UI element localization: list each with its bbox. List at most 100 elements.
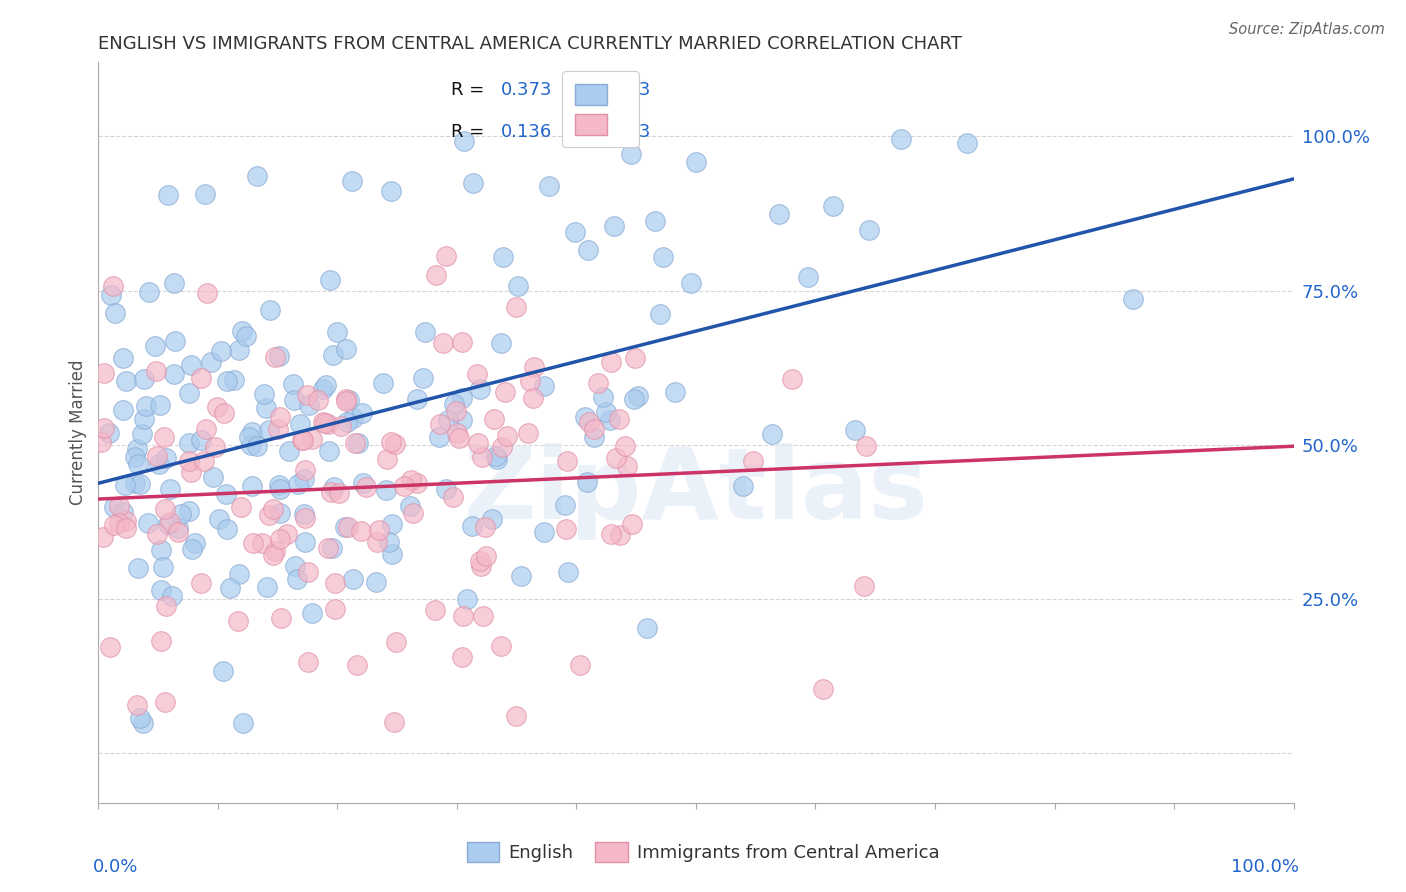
Point xyxy=(620,146,643,161)
Text: R =: R = xyxy=(451,123,484,141)
Point xyxy=(350,406,373,420)
Point xyxy=(494,384,516,399)
Point xyxy=(780,372,803,386)
Point xyxy=(614,117,637,131)
Point xyxy=(322,348,344,362)
Point xyxy=(190,576,212,591)
Point xyxy=(194,422,217,436)
Point xyxy=(599,526,621,541)
Point xyxy=(450,334,472,349)
Point xyxy=(375,483,398,497)
Point xyxy=(605,451,627,466)
Point xyxy=(451,391,474,405)
Text: 173: 173 xyxy=(616,81,650,99)
Point xyxy=(399,499,422,513)
Text: 0.0%: 0.0% xyxy=(93,858,138,876)
Point xyxy=(226,614,249,628)
Point xyxy=(489,639,512,653)
Point xyxy=(138,285,160,299)
Point xyxy=(681,277,703,291)
Point xyxy=(576,243,599,257)
Point xyxy=(150,633,173,648)
Point xyxy=(157,188,180,202)
Point xyxy=(127,457,149,471)
Point xyxy=(124,450,146,464)
Point xyxy=(378,534,401,549)
Point xyxy=(228,343,250,357)
Point xyxy=(254,401,277,416)
Point xyxy=(215,486,238,500)
Point xyxy=(262,548,284,562)
Point xyxy=(284,558,307,573)
Point xyxy=(319,272,342,286)
Point xyxy=(368,523,391,537)
Point xyxy=(443,397,465,411)
Point xyxy=(166,521,188,535)
Text: ZipAtlas: ZipAtlas xyxy=(464,443,928,541)
Point xyxy=(298,398,321,412)
Point xyxy=(496,429,519,443)
Point xyxy=(134,372,156,386)
Text: 0.136: 0.136 xyxy=(501,123,553,141)
Point xyxy=(652,251,675,265)
Point xyxy=(131,427,153,442)
Point xyxy=(292,433,315,447)
Point xyxy=(285,573,308,587)
Point xyxy=(506,278,529,293)
Point xyxy=(212,406,235,420)
Point xyxy=(108,500,131,514)
Point xyxy=(292,472,315,486)
Point xyxy=(114,477,136,491)
Point xyxy=(406,475,429,490)
Point xyxy=(858,223,880,237)
Point xyxy=(613,117,636,131)
Point xyxy=(150,583,173,598)
Point xyxy=(366,534,388,549)
Point xyxy=(229,500,252,514)
Point xyxy=(823,199,845,213)
Point xyxy=(269,506,291,520)
Point xyxy=(112,402,135,417)
Point xyxy=(557,454,579,468)
Point xyxy=(318,443,340,458)
Point xyxy=(537,179,560,194)
Point xyxy=(578,415,600,429)
Point xyxy=(811,681,834,696)
Point xyxy=(844,424,866,438)
Point xyxy=(159,483,181,497)
Point xyxy=(346,435,368,450)
Point xyxy=(352,475,374,490)
Point xyxy=(277,444,299,458)
Point xyxy=(205,401,228,415)
Point xyxy=(108,516,131,531)
Point xyxy=(575,475,598,490)
Point xyxy=(115,514,138,528)
Point xyxy=(90,434,112,449)
Point xyxy=(267,350,290,364)
Point xyxy=(761,427,783,442)
Point xyxy=(489,336,512,351)
Point xyxy=(129,476,152,491)
Point xyxy=(283,392,305,407)
Point xyxy=(294,463,316,477)
Point xyxy=(177,454,200,468)
Point xyxy=(475,549,498,564)
Point xyxy=(297,655,319,669)
Point xyxy=(290,434,312,448)
Point xyxy=(394,479,416,493)
Point xyxy=(453,134,475,148)
Point xyxy=(616,458,638,473)
Point xyxy=(423,603,446,617)
Point xyxy=(768,207,790,221)
Point xyxy=(263,544,285,558)
Point xyxy=(190,433,212,447)
Point xyxy=(427,430,450,444)
Point xyxy=(148,457,170,471)
Point xyxy=(290,417,312,431)
Point xyxy=(246,169,269,184)
Point xyxy=(114,374,136,388)
Point xyxy=(636,621,658,635)
Point xyxy=(432,335,454,350)
Point xyxy=(586,376,609,391)
Text: N =: N = xyxy=(568,81,602,99)
